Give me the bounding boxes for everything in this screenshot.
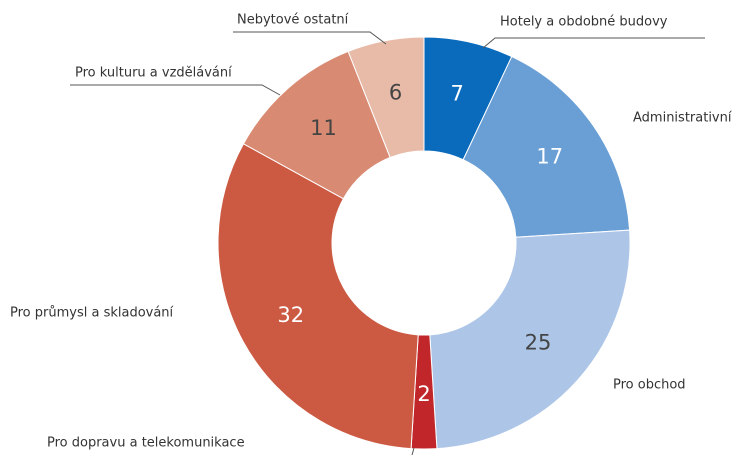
- value-label: 17: [536, 145, 563, 169]
- value-label: 6: [389, 81, 402, 105]
- category-label: Pro obchod: [613, 378, 686, 393]
- category-label: Hotely a obdobné budovy: [500, 15, 668, 30]
- value-label: 7: [450, 82, 463, 106]
- donut-segment: [217, 143, 419, 450]
- donut-segment: [462, 55, 631, 238]
- category-label: Pro kulturu a vzdělávání: [75, 66, 232, 81]
- category-label: Nebytové ostatní: [237, 13, 349, 28]
- donut-segment: [347, 36, 425, 159]
- value-label: 32: [277, 303, 304, 327]
- category-label: Pro průmysl a skladování: [10, 306, 174, 321]
- value-label: 2: [417, 382, 430, 406]
- category-label: Pro dopravu a telekomunikace: [47, 436, 245, 451]
- leader-line: [70, 84, 281, 96]
- donut-segment: [429, 229, 631, 450]
- leader-line: [482, 37, 705, 49]
- value-label: 11: [310, 116, 337, 140]
- category-label: Administrativní: [633, 111, 732, 126]
- leader-line: [411, 447, 415, 455]
- leader-line: [233, 31, 387, 45]
- value-label: 25: [525, 331, 552, 355]
